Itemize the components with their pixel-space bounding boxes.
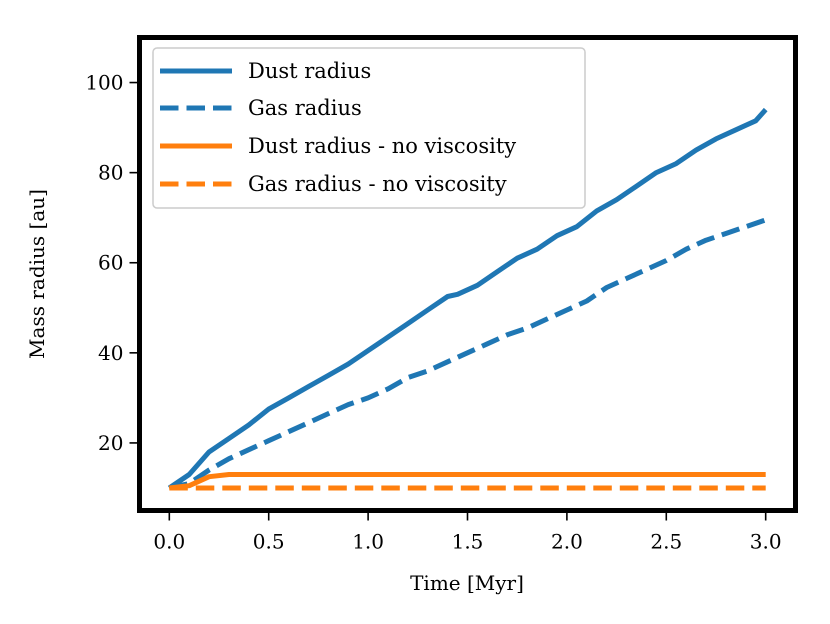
x-tick-label: 2.5 <box>650 530 682 554</box>
y-tick-label: 40 <box>98 341 123 365</box>
x-tick-label: 0.0 <box>153 530 185 554</box>
x-tick-label: 1.5 <box>452 530 484 554</box>
y-tick-label: 80 <box>98 161 123 185</box>
legend-box <box>152 47 586 209</box>
legend-label-gas-radius-no-viscosity: Gas radius - no viscosity <box>248 172 507 196</box>
series-line-dust-radius <box>167 107 768 491</box>
x-tick-label: 0.5 <box>253 530 285 554</box>
axes-frame <box>137 35 798 513</box>
y-tick-label: 60 <box>98 251 123 275</box>
x-axis-title: Time [Myr] <box>410 571 524 595</box>
legend-label-gas-radius: Gas radius <box>248 96 362 120</box>
y-tick-label: 100 <box>85 71 123 95</box>
x-axis-ticks: 0.0 0.5 1.0 1.5 2.0 2.5 3.0 <box>153 512 782 554</box>
plot-series <box>167 107 768 491</box>
x-tick-label: 2.0 <box>551 530 583 554</box>
y-tick-label: 20 <box>98 431 123 455</box>
series-line-gas-radius <box>168 217 767 491</box>
x-tick-label: 3.0 <box>750 530 782 554</box>
y-axis-title: Mass radius [au] <box>25 189 49 359</box>
y-axis-ticks: 20 40 60 80 100 <box>85 71 138 455</box>
legend-label-dust-radius: Dust radius <box>248 59 371 83</box>
x-tick-label: 1.0 <box>352 530 384 554</box>
series-line-dust-radius-no-viscosity <box>169 472 766 491</box>
legend: Dust radius Gas radius Dust radius - no … <box>152 47 586 209</box>
legend-label-dust-radius-no-viscosity: Dust radius - no viscosity <box>248 134 516 158</box>
